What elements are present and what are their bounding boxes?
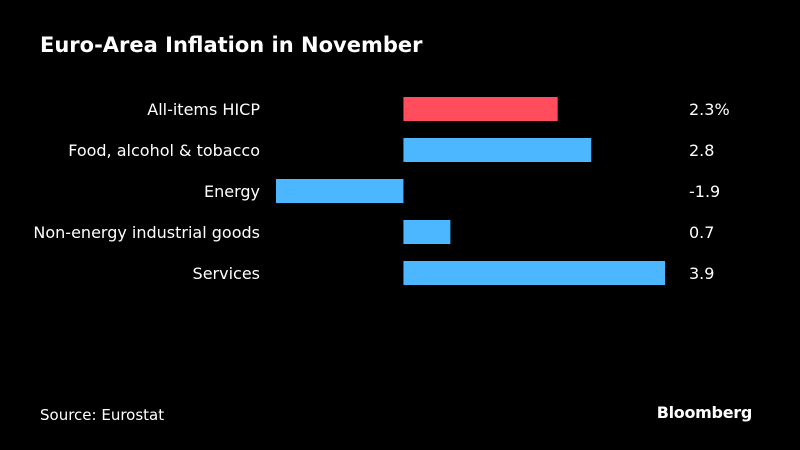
chart-title: Euro-Area Inflation in November <box>40 33 423 57</box>
category-label: Food, alcohol & tobacco <box>68 141 260 160</box>
category-label: Services <box>193 264 260 283</box>
value-label: 2.8 <box>689 141 714 160</box>
bloomberg-logo: Bloomberg <box>656 403 753 422</box>
bar <box>276 179 404 203</box>
bar <box>403 97 558 121</box>
value-label: 3.9 <box>689 264 714 283</box>
category-label: All-items HICP <box>147 100 260 119</box>
source-note: Source: Eurostat <box>40 406 165 424</box>
value-label: 0.7 <box>689 223 714 242</box>
value-label: 2.3% <box>689 100 730 119</box>
bar <box>403 261 665 285</box>
bar <box>403 138 592 162</box>
category-label: Non-energy industrial goods <box>33 223 260 242</box>
bar <box>403 220 451 244</box>
category-label: Energy <box>204 182 260 201</box>
value-label: -1.9 <box>689 182 720 201</box>
